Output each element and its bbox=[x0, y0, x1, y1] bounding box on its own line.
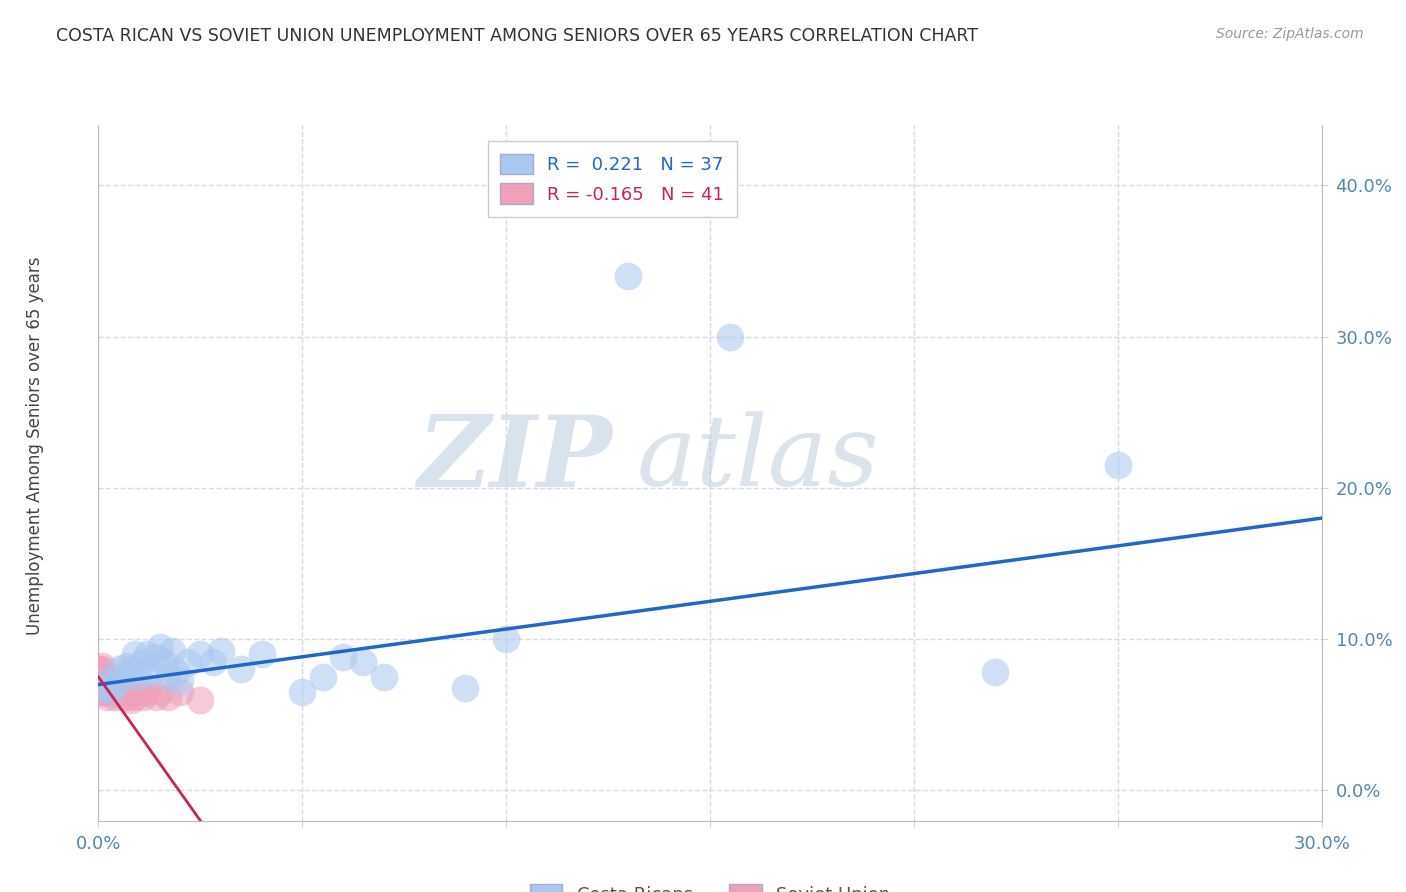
Point bbox=[87, 670, 110, 684]
Text: Unemployment Among Seniors over 65 years: Unemployment Among Seniors over 65 years bbox=[27, 257, 44, 635]
Point bbox=[108, 685, 131, 699]
Point bbox=[91, 674, 114, 689]
Text: COSTA RICAN VS SOVIET UNION UNEMPLOYMENT AMONG SENIORS OVER 65 YEARS CORRELATION: COSTA RICAN VS SOVIET UNION UNEMPLOYMENT… bbox=[56, 27, 979, 45]
Point bbox=[250, 647, 273, 661]
Point bbox=[111, 690, 134, 704]
Point bbox=[188, 647, 212, 661]
Point bbox=[201, 655, 224, 669]
Legend: Costa Ricans, Soviet Union: Costa Ricans, Soviet Union bbox=[517, 871, 903, 892]
Point bbox=[495, 632, 517, 647]
Point bbox=[128, 685, 150, 699]
Point bbox=[617, 269, 640, 284]
Point bbox=[87, 677, 110, 691]
Point bbox=[96, 670, 118, 684]
Point bbox=[91, 659, 114, 673]
Point bbox=[291, 685, 314, 699]
Point bbox=[91, 677, 114, 691]
Point bbox=[231, 662, 253, 676]
Point bbox=[115, 659, 138, 673]
Point bbox=[454, 681, 477, 695]
Point bbox=[169, 674, 191, 689]
Point bbox=[718, 329, 742, 343]
Point bbox=[209, 644, 232, 658]
Point bbox=[152, 655, 174, 669]
Point bbox=[104, 685, 127, 699]
Point bbox=[145, 650, 167, 665]
Point bbox=[91, 677, 114, 691]
Point bbox=[115, 690, 138, 704]
Point bbox=[373, 670, 395, 684]
Point bbox=[124, 647, 146, 661]
Point bbox=[120, 692, 142, 706]
Text: atlas: atlas bbox=[637, 411, 879, 507]
Point bbox=[156, 690, 179, 704]
Point bbox=[91, 665, 114, 680]
Text: ZIP: ZIP bbox=[418, 410, 612, 507]
Point bbox=[169, 685, 191, 699]
Point bbox=[100, 685, 122, 699]
Point bbox=[111, 685, 134, 699]
Point bbox=[91, 685, 114, 699]
Point bbox=[96, 685, 118, 699]
Point bbox=[188, 692, 212, 706]
Point bbox=[100, 674, 122, 689]
Point bbox=[108, 662, 131, 676]
Point bbox=[91, 662, 114, 676]
Point bbox=[132, 690, 155, 704]
Point bbox=[91, 685, 114, 699]
Point bbox=[108, 681, 131, 695]
Point bbox=[1107, 458, 1129, 473]
Point bbox=[141, 665, 163, 680]
Point bbox=[87, 662, 110, 676]
Point bbox=[136, 647, 159, 661]
Point bbox=[100, 681, 122, 695]
Point bbox=[136, 685, 159, 699]
Point bbox=[312, 670, 335, 684]
Point bbox=[120, 662, 142, 676]
Point bbox=[100, 685, 122, 699]
Point bbox=[145, 690, 167, 704]
Point bbox=[96, 674, 118, 689]
Point bbox=[96, 690, 118, 704]
Point bbox=[984, 665, 1007, 680]
Point bbox=[111, 670, 134, 684]
Point bbox=[96, 674, 118, 689]
Point bbox=[91, 681, 114, 695]
Point bbox=[91, 681, 114, 695]
Point bbox=[156, 670, 179, 684]
Point bbox=[96, 681, 118, 695]
Point bbox=[128, 670, 150, 684]
Point bbox=[149, 640, 172, 654]
Point bbox=[160, 644, 183, 658]
Point bbox=[132, 655, 155, 669]
Point bbox=[149, 685, 172, 699]
Point bbox=[104, 690, 127, 704]
Point bbox=[115, 685, 138, 699]
Point bbox=[96, 677, 118, 691]
Point bbox=[91, 670, 114, 684]
Point bbox=[104, 677, 127, 691]
Point bbox=[124, 690, 146, 704]
Point bbox=[177, 655, 200, 669]
Point bbox=[332, 650, 354, 665]
Point bbox=[100, 677, 122, 691]
Point bbox=[165, 665, 187, 680]
Text: Source: ZipAtlas.com: Source: ZipAtlas.com bbox=[1216, 27, 1364, 41]
Point bbox=[352, 655, 374, 669]
